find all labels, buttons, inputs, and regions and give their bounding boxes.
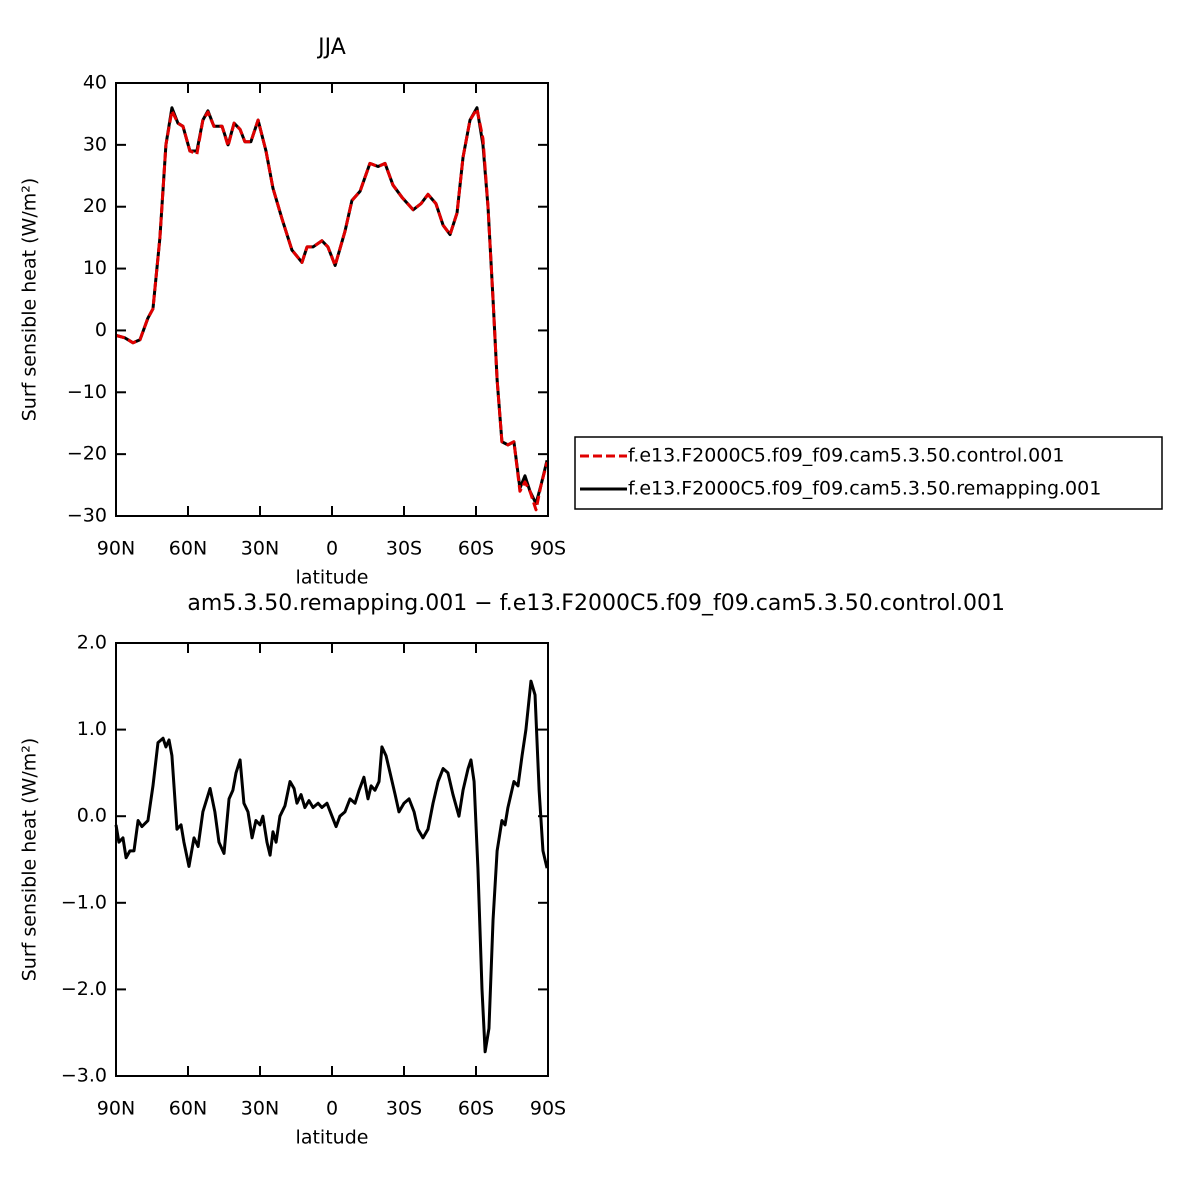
- x-tick-label: 90S: [530, 1098, 566, 1120]
- y-tick-label: −2.0: [61, 978, 107, 1000]
- y-tick-label: 0: [95, 319, 107, 341]
- x-tick-label: 60N: [169, 538, 207, 560]
- x-tick-label: 30S: [386, 538, 422, 560]
- x-tick-label: 0: [326, 1098, 338, 1120]
- y-tick-label: 40: [83, 72, 107, 94]
- y-tick-label: 0.0: [77, 805, 107, 827]
- y-axis-label: Surf sensible heat (W/m²): [19, 738, 41, 982]
- chart-title: JJA: [316, 35, 346, 60]
- series-line: [115, 107, 549, 512]
- x-tick-label: 30N: [241, 538, 279, 560]
- x-tick-label: 90S: [530, 538, 566, 560]
- x-tick-label: 90N: [97, 1098, 135, 1120]
- x-tick-label: 90N: [97, 538, 135, 560]
- x-tick-label: 30N: [241, 1098, 279, 1120]
- x-axis-label: latitude: [296, 567, 369, 589]
- y-tick-label: −10: [67, 381, 107, 403]
- y-tick-label: 20: [83, 195, 107, 217]
- legend: f.e13.F2000C5.f09_f09.cam5.3.50.control.…: [574, 436, 1163, 510]
- y-tick-label: 1.0: [77, 718, 107, 740]
- y-tick-label: 2.0: [77, 632, 107, 654]
- y-tick-label: −30: [67, 505, 107, 527]
- legend-box: [574, 436, 1163, 510]
- legend-label: f.e13.F2000C5.f09_f09.cam5.3.50.control.…: [628, 445, 1064, 467]
- y-tick-label: −3.0: [61, 1065, 107, 1087]
- y-tick-label: 30: [83, 133, 107, 155]
- x-tick-label: 60N: [169, 1098, 207, 1120]
- y-tick-label: −1.0: [61, 891, 107, 913]
- series-line: [115, 106, 549, 506]
- x-tick-label: 30S: [386, 1098, 422, 1120]
- y-tick-label: 10: [83, 257, 107, 279]
- x-axis-label: latitude: [296, 1127, 369, 1149]
- legend-label: f.e13.F2000C5.f09_f09.cam5.3.50.remappin…: [628, 478, 1101, 500]
- chart-title: am5.3.50.remapping.001 − f.e13.F2000C5.f…: [187, 591, 1005, 616]
- series-line: [114, 679, 549, 1054]
- x-tick-label: 0: [326, 538, 338, 560]
- x-tick-label: 60S: [458, 1098, 494, 1120]
- y-axis-label: Surf sensible heat (W/m²): [19, 178, 41, 422]
- x-tick-label: 60S: [458, 538, 494, 560]
- y-tick-label: −20: [67, 443, 107, 465]
